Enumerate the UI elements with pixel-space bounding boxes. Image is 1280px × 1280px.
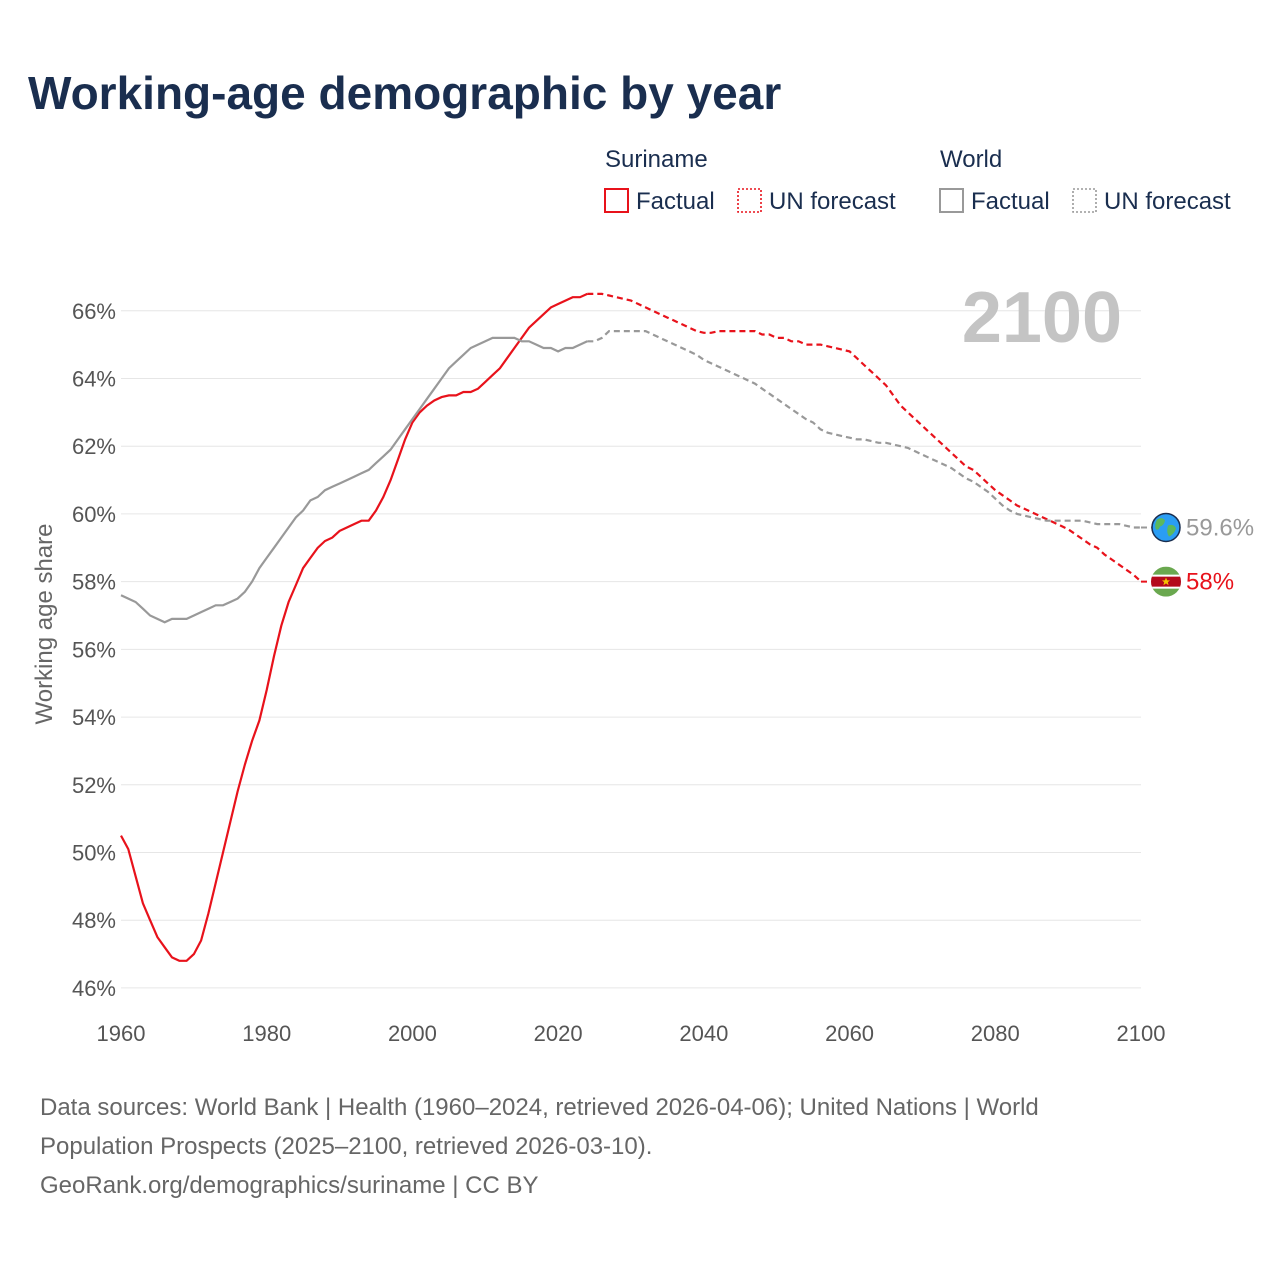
legend-swatch-factual [604,188,629,213]
y-tick-label: 58% [72,570,116,595]
source-link[interactable]: GeoRank.org/demographics/suriname | CC B… [40,1172,539,1199]
y-tick-label: 62% [72,434,116,459]
end-markers: 58% 59.6% [1141,512,1254,597]
x-tick-label: 2000 [388,1021,437,1046]
year-label: 2100 [962,278,1122,358]
y-tick-label: 48% [72,908,116,933]
legend-label-forecast: UN forecast [769,188,896,215]
legend-swatch-factual [939,188,964,213]
series-line-suriname-factual [120,292,588,962]
footer: Data sources: World Bank | Health (1960–… [40,1088,1220,1205]
legend-swatch-forecast [1072,188,1097,213]
legend-label-factual: Factual [636,188,715,215]
y-tick-label: 52% [72,773,116,798]
suriname-flag-icon [1151,566,1181,597]
y-tick-label: 50% [72,840,116,865]
end-value-label: 59.6% [1186,514,1254,541]
legend-item-factual: Factual [604,188,715,215]
x-tick-label: 1980 [242,1021,291,1046]
series-lines [120,292,1142,962]
y-tick-label: 56% [72,637,116,662]
source-line-2: Population Prospects (2025–2100, retriev… [40,1133,653,1160]
x-tick-label: 2020 [534,1021,583,1046]
globe-icon [1151,512,1181,543]
end-value-label: 58% [1186,569,1234,596]
y-tick-label: 54% [72,705,116,730]
y-tick-label: 60% [72,502,116,527]
x-tick-label: 2100 [1117,1021,1166,1046]
legend-item-factual: Factual [939,188,1050,215]
y-tick-label: 46% [72,976,116,1001]
legend-item-forecast: UN forecast [1072,188,1231,215]
y-axis: 46% 48% 50% 52% 54% 56% 58% 60% 62% 64% 66% [72,299,116,1001]
series-line-world-factual [120,336,588,624]
x-axis: 1960 1980 2000 2020 2040 2060 2080 2100 [97,1021,1166,1046]
legend-group-title: World [940,146,1002,173]
legend-swatch-forecast [737,188,762,213]
x-tick-label: 2060 [825,1021,874,1046]
legend: Suriname Factual UN forecast World Factual UN… [604,146,1231,215]
legend-group-title: Suriname [605,146,708,173]
legend-label-factual: Factual [971,188,1050,215]
x-tick-label: 2080 [971,1021,1020,1046]
y-tick-label: 66% [72,299,116,324]
x-tick-label: 2040 [679,1021,728,1046]
legend-label-forecast: UN forecast [1104,188,1231,215]
source-line-1: Data sources: World Bank | Health (1960–… [40,1094,1039,1121]
y-axis-label: Working age share [31,524,58,725]
grid [121,310,1141,989]
series-line-suriname-forecast [587,292,1142,583]
y-tick-label: 64% [72,366,116,391]
legend-item-forecast: UN forecast [737,188,896,215]
chart-title: Working-age demographic by year [28,67,782,119]
series-line-world-forecast [587,330,1141,529]
x-tick-label: 1960 [97,1021,146,1046]
